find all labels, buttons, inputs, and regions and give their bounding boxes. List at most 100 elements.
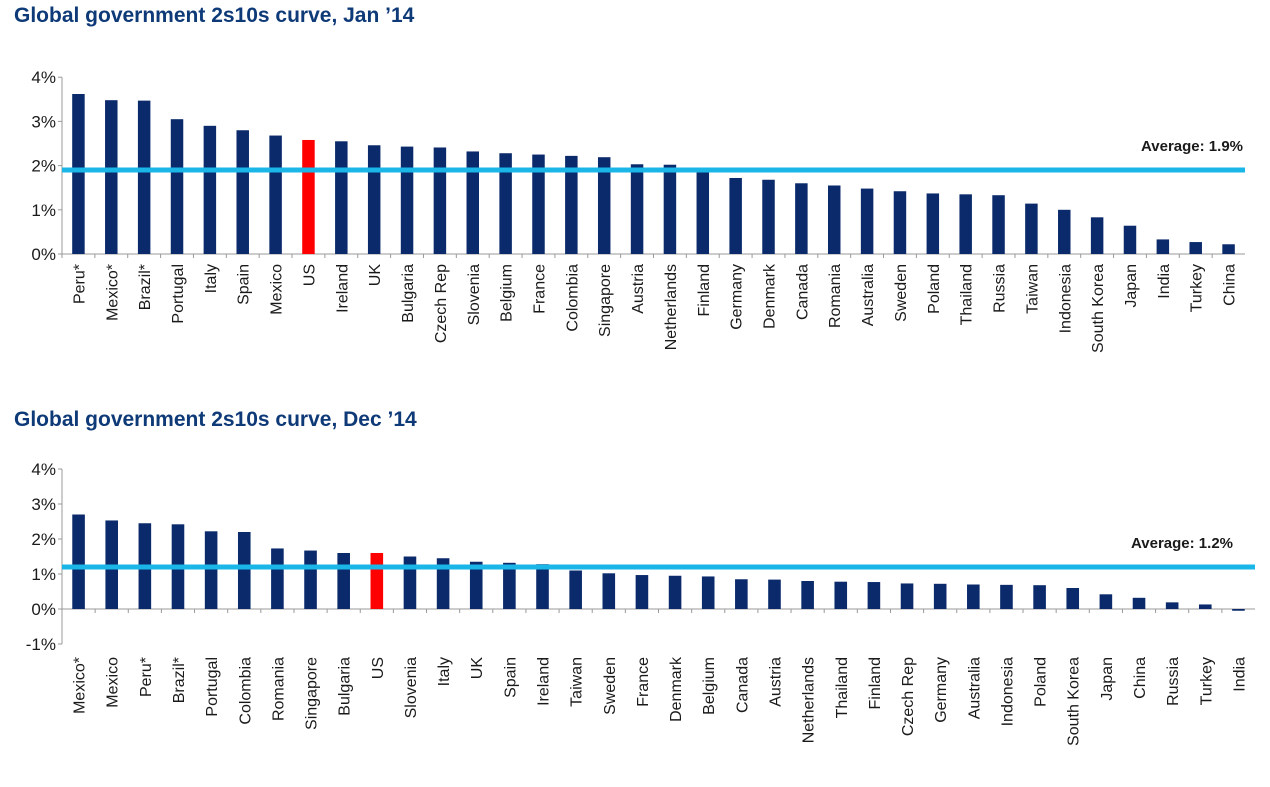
y-tick-label: 0%	[31, 245, 56, 264]
x-tick-label: France	[531, 264, 548, 314]
bar-mexico	[269, 135, 282, 254]
x-tick-label: South Korea	[1090, 264, 1107, 353]
x-tick-label: Denmark	[668, 656, 685, 722]
bar-czech-rep	[900, 583, 914, 609]
bar-romania	[827, 185, 841, 254]
x-tick-label: Bulgaria	[337, 657, 354, 716]
bar-peru	[72, 93, 85, 254]
chart-title-dec-14: Global government 2s10s curve, Dec ’14	[14, 408, 417, 431]
bar-denmark	[762, 179, 775, 254]
bar-canada	[735, 579, 748, 609]
x-tick-label: Colombia	[237, 657, 254, 725]
x-tick-label: Poland	[1033, 657, 1050, 707]
bar-colombia	[237, 532, 251, 609]
bar-us	[370, 553, 384, 609]
x-tick-label: Ireland	[536, 657, 553, 706]
y-tick-label: 1%	[31, 201, 56, 220]
bar-germany	[933, 583, 947, 609]
bar-russia	[992, 195, 1005, 254]
x-tick-label: Portugal	[204, 657, 221, 717]
bar-portugal	[170, 119, 184, 254]
x-tick-label: Turkey	[1189, 264, 1206, 312]
x-tick-label: China	[1132, 657, 1149, 699]
bar-south-korea	[1090, 217, 1104, 254]
bar-romania	[271, 548, 284, 609]
bar-slovenia	[466, 151, 480, 254]
y-tick-label: 2%	[31, 157, 56, 176]
bar-colombia	[565, 155, 578, 254]
x-tick-label: India	[1156, 264, 1173, 299]
bar-taiwan	[569, 570, 582, 609]
x-tick-label: Czech Rep	[433, 264, 450, 343]
x-tick-label: Mexico	[269, 264, 286, 315]
x-tick-label: Australia	[966, 657, 983, 719]
bar-china	[1222, 244, 1235, 254]
bar-austria	[630, 164, 644, 254]
x-tick-label: Netherlands	[801, 657, 818, 743]
x-tick-label: Brazil*	[137, 264, 154, 310]
x-tick-label: Spain	[502, 657, 519, 698]
x-tick-label: Russia	[1165, 657, 1182, 706]
x-tick-label: Taiwan	[569, 657, 586, 707]
x-tick-label: Italy	[203, 264, 220, 293]
bar-spain	[503, 562, 516, 609]
x-tick-label: Czech Rep	[900, 657, 917, 736]
x-tick-label: Thailand	[834, 657, 851, 718]
bar-turkey	[1189, 242, 1202, 254]
bar-belgium	[701, 576, 715, 609]
x-tick-label: Finland	[696, 264, 713, 316]
bar-australia	[860, 188, 874, 254]
bar-india	[1156, 239, 1170, 254]
bar-china	[1132, 597, 1146, 609]
bar-turkey	[1198, 604, 1212, 609]
x-tick-label: Russia	[992, 264, 1009, 313]
x-tick-label: Austria	[630, 264, 647, 314]
x-tick-label: Germany	[729, 264, 746, 330]
x-tick-label: Mexico*	[104, 264, 121, 321]
bar-singapore	[597, 157, 611, 254]
x-tick-label: Indonesia	[1057, 264, 1074, 333]
x-tick-label: Romania	[270, 657, 287, 721]
bar-finland	[696, 169, 710, 254]
x-tick-label: Slovenia	[403, 657, 420, 718]
x-tick-label: UK	[367, 264, 384, 287]
x-tick-label: Singapore	[304, 657, 321, 730]
bar-france	[532, 154, 545, 254]
bar-belgium	[499, 153, 512, 254]
bar-germany	[729, 177, 742, 254]
x-tick-label: Taiwan	[1024, 264, 1041, 314]
y-tick-label: 3%	[31, 112, 56, 131]
y-tick-label: 4%	[31, 68, 56, 87]
y-tick-label: 4%	[31, 460, 56, 479]
y-tick-label: 1%	[31, 565, 56, 584]
x-tick-label: Belgium	[499, 264, 516, 322]
bar-japan	[1123, 225, 1137, 254]
bar-czech-rep	[433, 147, 447, 254]
bar-thailand	[834, 581, 848, 609]
x-tick-label: Japan	[1099, 657, 1116, 701]
x-tick-label: Germany	[933, 657, 950, 723]
bar-canada	[795, 183, 808, 254]
bar-netherlands	[801, 581, 814, 609]
bar-sweden	[893, 191, 907, 254]
bar-poland	[926, 193, 940, 254]
bar-brazil	[137, 100, 151, 254]
bar-mexico	[72, 514, 85, 609]
y-tick-label: 2%	[31, 530, 56, 549]
x-tick-label: Austria	[767, 657, 784, 707]
x-tick-label: Canada	[794, 264, 811, 320]
x-tick-label: Peru*	[138, 657, 155, 697]
x-tick-label: US	[301, 264, 318, 286]
bar-indonesia	[1000, 584, 1013, 609]
x-tick-label: Bulgaria	[400, 264, 417, 323]
x-tick-label: Canada	[734, 657, 751, 713]
y-tick-label: 3%	[31, 495, 56, 514]
x-tick-label: Thailand	[959, 264, 976, 325]
bar-bulgaria	[337, 553, 350, 609]
bar-denmark	[668, 575, 682, 609]
x-tick-label: Australia	[860, 264, 877, 326]
x-tick-label: Sweden	[893, 264, 910, 322]
x-tick-label: US	[370, 657, 387, 679]
x-tick-label: China	[1222, 264, 1239, 306]
bar-italy	[203, 125, 217, 254]
